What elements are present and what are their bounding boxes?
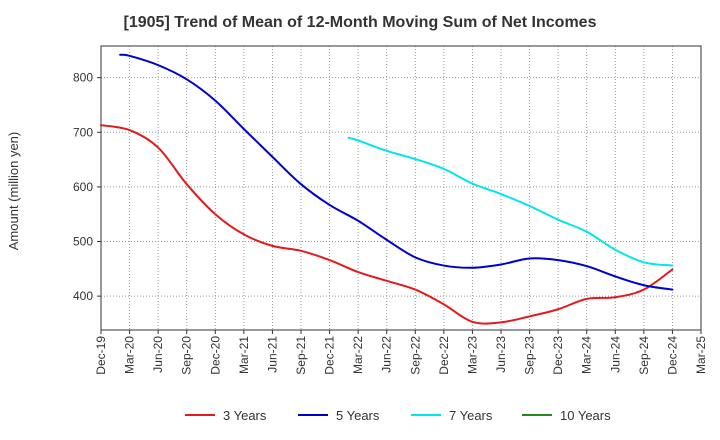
x-tick-label: Sep-24 — [637, 336, 651, 375]
series-line-3-years — [100, 124, 674, 325]
x-tick-label: Mar-21 — [237, 336, 251, 374]
x-tick-label: Dec-23 — [551, 336, 565, 375]
x-tick-label: Sep-23 — [523, 336, 537, 375]
y-tick-label: 500 — [73, 235, 93, 249]
x-tick-label: Dec-19 — [94, 336, 108, 375]
x-tick-label: Sep-20 — [180, 336, 194, 375]
y-tick-label: 600 — [73, 180, 93, 194]
x-tick-label: Sep-21 — [294, 336, 308, 375]
x-tick-label: Jun-21 — [265, 336, 279, 373]
x-tick-label: Jun-24 — [608, 336, 622, 373]
x-tick-label: Dec-21 — [323, 336, 337, 375]
x-tick-label: Sep-22 — [408, 336, 422, 375]
x-tick-label: Jun-20 — [151, 336, 165, 373]
y-axis: 400 500 600 700 800 — [73, 71, 101, 303]
legend-label: 3 Years — [223, 408, 267, 423]
legend-label: 5 Years — [336, 408, 380, 423]
x-tick-label: Mar-22 — [351, 336, 365, 374]
x-tick-label: Jun-22 — [380, 336, 394, 373]
plot-frame — [100, 45, 702, 331]
x-tick-label: Jun-23 — [494, 336, 508, 373]
x-tick-label: Mar-20 — [123, 336, 137, 374]
x-tick-label: Mar-24 — [580, 336, 594, 374]
y-tick-label: 800 — [73, 71, 93, 85]
legend-label: 7 Years — [449, 408, 493, 423]
legend: 3 Years 5 Years 7 Years 10 Years — [185, 408, 611, 423]
series-lines — [100, 53, 674, 325]
x-axis: Dec-19 Mar-20 Jun-20 Sep-20 Dec-20 Mar-21 Jun-… — [94, 330, 708, 375]
chart-title: [1905] Trend of Mean of 12-Month Moving … — [123, 14, 597, 31]
y-tick-label: 400 — [73, 289, 93, 303]
grid-lines — [100, 46, 702, 330]
x-tick-label: Dec-24 — [665, 336, 679, 375]
y-axis-label: Amount (million yen) — [6, 132, 21, 251]
y-tick-label: 700 — [73, 125, 93, 139]
x-tick-label: Mar-23 — [465, 336, 479, 374]
series-line-5-years — [119, 53, 674, 291]
x-tick-label: Mar-25 — [694, 336, 708, 374]
series-line-7-years — [347, 136, 674, 267]
x-tick-label: Dec-22 — [437, 336, 451, 375]
x-tick-label: Dec-20 — [208, 336, 222, 375]
legend-label: 10 Years — [560, 408, 611, 423]
